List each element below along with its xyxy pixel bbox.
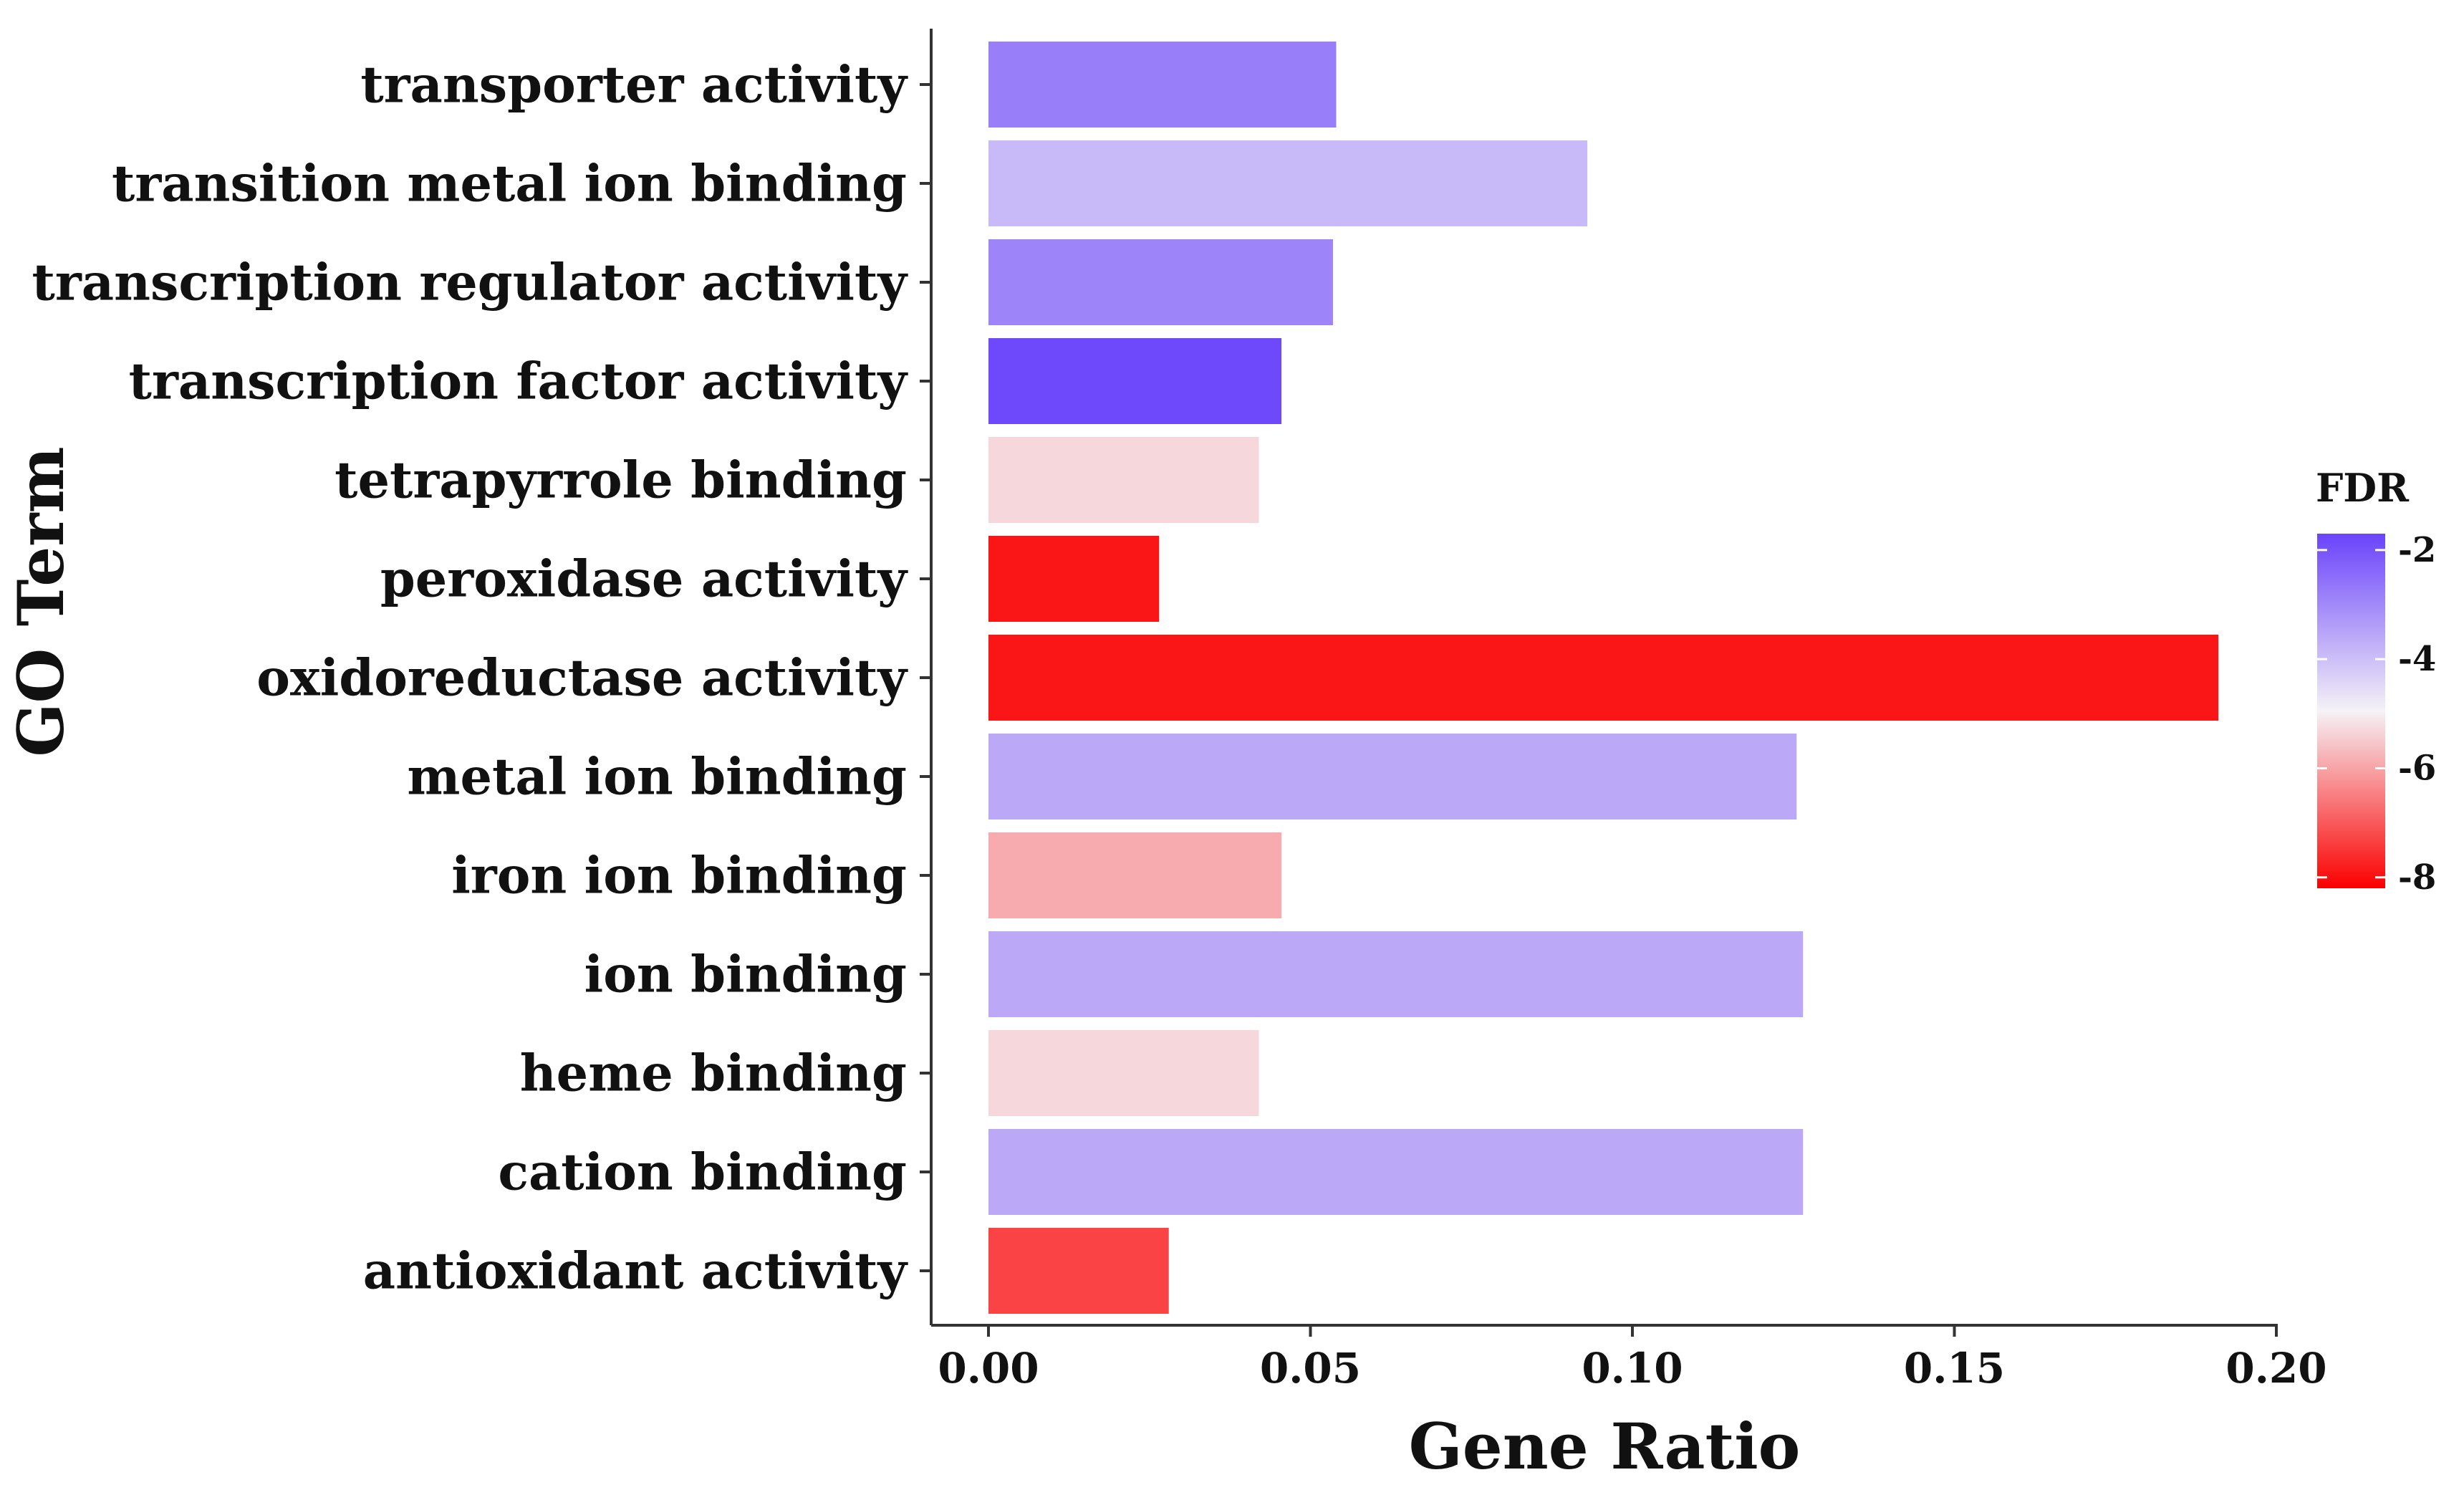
bar-4 [988, 437, 1259, 523]
bar-1 [988, 140, 1588, 226]
y-axis-title: GO Term [4, 446, 78, 756]
category-label-11: cation binding [498, 1143, 907, 1202]
category-label-9: ion binding [584, 945, 907, 1004]
legend-colorbar [2317, 534, 2385, 888]
bar-11 [988, 1129, 1804, 1215]
bar-3 [988, 338, 1282, 424]
legend-tick-label-1: -4 [2398, 639, 2436, 679]
x-tick-label-2: 0.10 [1582, 1344, 1683, 1393]
category-label-0: transporter activity [360, 55, 908, 115]
bar-5 [988, 536, 1160, 622]
legend-tick-label-0: -2 [2398, 530, 2436, 570]
bar-0 [988, 42, 1337, 128]
category-label-2: transcription regulator activity [32, 253, 909, 312]
bar-7 [988, 734, 1797, 820]
bar-9 [988, 931, 1804, 1017]
bar-12 [988, 1228, 1169, 1314]
bar-2 [988, 239, 1333, 325]
category-label-4: tetrapyrrole binding [335, 451, 907, 510]
bar-10 [988, 1030, 1259, 1116]
bar-6 [988, 635, 2219, 721]
category-label-1: transition metal ion binding [112, 154, 907, 213]
category-label-12: antioxidant activity [363, 1241, 909, 1301]
x-axis-title: Gene Ratio [1409, 1409, 1801, 1484]
category-label-8: iron ion binding [451, 846, 907, 905]
bar-8 [988, 832, 1282, 918]
x-tick-label-3: 0.15 [1904, 1344, 2005, 1393]
x-tick-label-4: 0.20 [2225, 1344, 2326, 1393]
category-label-10: heme binding [520, 1044, 907, 1103]
x-tick-label-1: 0.05 [1260, 1344, 1361, 1393]
category-label-3: transcription factor activity [129, 352, 909, 411]
x-tick-label-0: 0.00 [938, 1344, 1039, 1393]
category-label-6: oxidoreductase activity [256, 648, 908, 708]
legend-tick-label-3: -8 [2398, 857, 2436, 898]
legend-title: FDR [2316, 465, 2410, 511]
category-label-5: peroxidase activity [380, 549, 908, 609]
legend-tick-label-2: -6 [2398, 748, 2436, 788]
category-label-7: metal ion binding [407, 747, 907, 807]
